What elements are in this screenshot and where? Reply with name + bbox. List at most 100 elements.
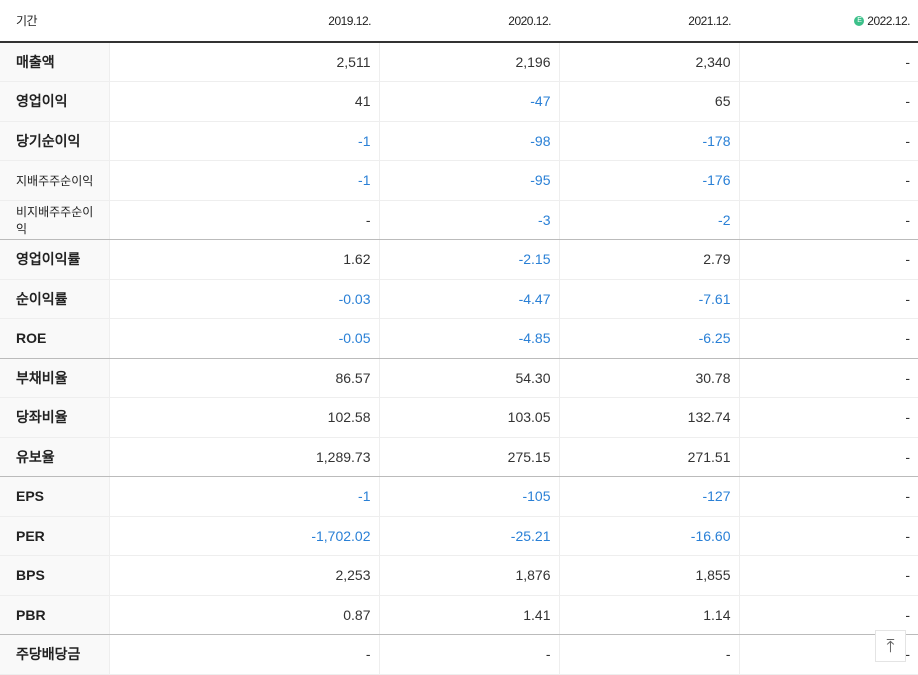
cell-value: -2: [558, 200, 739, 240]
cell-value: 271.51: [558, 437, 739, 477]
cell-value: -: [738, 160, 918, 201]
cell-value: -0.03: [108, 279, 379, 319]
cell-value: -1: [108, 121, 379, 161]
table-row: PBR 0.87 1.41 1.14-: [0, 595, 918, 635]
cell-value: -0.05: [108, 318, 379, 359]
cell-value: -98: [378, 121, 559, 161]
cell-value: -: [738, 476, 918, 517]
cell-value: -: [738, 200, 918, 240]
row-label: BPS: [0, 555, 109, 596]
table-row: BPS 2,253 1,876 1,855-: [0, 555, 918, 596]
table-row: PER -1,702.02 -25.21 -16.60-: [0, 516, 918, 556]
cell-value: -: [108, 200, 379, 240]
row-label: ROE: [0, 318, 109, 359]
cell-value: -1,702.02: [108, 516, 379, 556]
header-period: 2021.12.: [559, 0, 739, 43]
header-period-label: 기간: [0, 0, 109, 43]
row-label: 매출액: [0, 42, 109, 82]
row-label: 당좌비율: [0, 397, 109, 438]
row-label: 주당배당금: [0, 634, 109, 675]
cell-value: 54.30: [378, 358, 559, 398]
header-period: 2019.12.: [109, 0, 379, 43]
table-row: EPS -1 -105 -127-: [0, 476, 918, 517]
cell-value: 103.05: [378, 397, 559, 438]
row-label: 지배주주순이익: [0, 160, 109, 201]
arrow-up-to-top-icon: ⤒: [886, 636, 895, 656]
cell-value: -105: [378, 476, 559, 517]
cell-value: -178: [558, 121, 739, 161]
cell-value: -: [738, 555, 918, 596]
cell-value: 30.78: [558, 358, 739, 398]
cell-value: 2,511: [108, 42, 379, 82]
cell-value: 2,340: [558, 42, 739, 82]
table-row: 순이익률 -0.03 -4.47 -7.61-: [0, 279, 918, 319]
cell-value: -: [738, 279, 918, 319]
cell-value: 1,855: [558, 555, 739, 596]
row-label: 유보율: [0, 437, 109, 477]
cell-value: -: [378, 634, 559, 675]
cell-value: 2.79: [558, 239, 739, 280]
row-label: 비지배주주순이익: [0, 200, 109, 240]
cell-value: 1,876: [378, 555, 559, 596]
cell-value: 1.14: [558, 595, 739, 635]
table-row: 유보율 1,289.73 275.15 271.51-: [0, 437, 918, 477]
cell-value: 132.74: [558, 397, 739, 438]
cell-value: -2.15: [378, 239, 559, 280]
cell-value: -3: [378, 200, 559, 240]
cell-value: -: [738, 516, 918, 556]
row-label: PER: [0, 516, 109, 556]
cell-value: 2,196: [378, 42, 559, 82]
table-row: 영업이익 41 -47 65-: [0, 81, 918, 122]
cell-value: -: [738, 595, 918, 635]
cell-value: -127: [558, 476, 739, 517]
cell-value: -: [108, 634, 379, 675]
cell-value: -: [738, 239, 918, 280]
table-row: 매출액 2,511 2,196 2,340-: [0, 42, 918, 82]
row-label: 순이익률: [0, 279, 109, 319]
cell-value: -4.85: [378, 318, 559, 359]
row-label: 부채비율: [0, 358, 109, 398]
cell-value: -16.60: [558, 516, 739, 556]
row-label: 당기순이익: [0, 121, 109, 161]
cell-value: 102.58: [108, 397, 379, 438]
cell-value: -: [738, 358, 918, 398]
cell-value: -95: [378, 160, 559, 201]
cell-value: -4.47: [378, 279, 559, 319]
cell-value: -1: [108, 476, 379, 517]
cell-value: -: [738, 318, 918, 359]
cell-value: -: [738, 81, 918, 122]
cell-value: -: [738, 121, 918, 161]
header-period-label: 2022.12.: [867, 13, 910, 28]
cell-value: -7.61: [558, 279, 739, 319]
cell-value: 1,289.73: [108, 437, 379, 477]
cell-value: -6.25: [558, 318, 739, 359]
cell-value: -: [738, 42, 918, 82]
table-row: 주당배당금 - - - -: [0, 634, 918, 675]
cell-value: -1: [108, 160, 379, 201]
row-label: PBR: [0, 595, 109, 635]
table-row: ROE -0.05 -4.85 -6.25-: [0, 318, 918, 359]
cell-value: -47: [378, 81, 559, 122]
cell-value: -: [738, 397, 918, 438]
header-period-estimate: E 2022.12.: [739, 0, 918, 43]
table-row: 당좌비율 102.58 103.05 132.74-: [0, 397, 918, 438]
table-row: 비지배주주순이익 - -3 -2-: [0, 200, 918, 240]
cell-value: 275.15: [378, 437, 559, 477]
cell-value: 1.41: [378, 595, 559, 635]
table-row: 영업이익률 1.62 -2.15 2.79-: [0, 239, 918, 280]
cell-value: 86.57: [108, 358, 379, 398]
cell-value: -: [558, 634, 739, 675]
estimate-badge-icon: E: [854, 16, 865, 27]
cell-value: -176: [558, 160, 739, 201]
cell-value: 2,253: [108, 555, 379, 596]
table-row: 부채비율 86.57 54.30 30.78-: [0, 358, 918, 398]
scroll-to-top-button[interactable]: ⤒: [875, 630, 906, 662]
cell-value: 65: [558, 81, 739, 122]
table-row: 당기순이익 -1 -98 -178-: [0, 121, 918, 161]
table-row: 지배주주순이익 -1 -95 -176-: [0, 160, 918, 201]
row-label: 영업이익률: [0, 239, 109, 280]
cell-value: 1.62: [108, 239, 379, 280]
cell-value: 41: [108, 81, 379, 122]
header-period: 2020.12.: [379, 0, 559, 43]
